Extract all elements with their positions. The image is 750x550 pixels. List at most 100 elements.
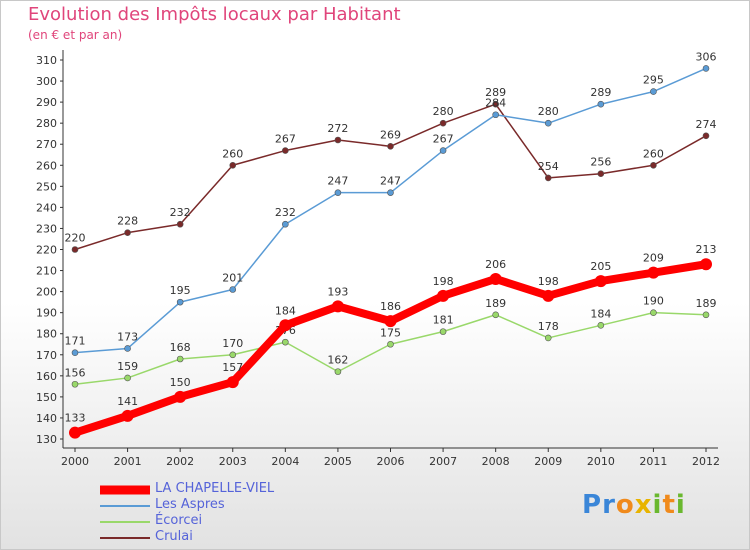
y-tick-label: 170 xyxy=(36,349,57,362)
data-label: 289 xyxy=(485,86,506,99)
data-point xyxy=(71,246,79,253)
data-point xyxy=(597,321,605,329)
y-tick-label: 290 xyxy=(36,96,57,109)
y-tick-label: 280 xyxy=(36,117,57,130)
y-tick-label: 230 xyxy=(36,222,57,235)
data-label: 228 xyxy=(117,215,138,228)
data-label: 260 xyxy=(222,147,243,160)
data-point xyxy=(594,275,607,288)
data-label: 184 xyxy=(275,304,296,317)
data-label: 280 xyxy=(433,105,454,118)
data-point xyxy=(282,220,289,228)
data-point xyxy=(121,409,134,422)
data-point xyxy=(597,100,605,108)
logo-letter: P xyxy=(582,490,603,520)
data-label: 267 xyxy=(433,133,454,146)
x-tick-label: 2000 xyxy=(61,455,89,468)
y-tick-label: 150 xyxy=(36,391,57,404)
data-point xyxy=(124,229,131,236)
data-point xyxy=(334,189,342,196)
data-label: 213 xyxy=(696,243,717,256)
data-point xyxy=(439,328,447,335)
data-label: 284 xyxy=(485,97,506,110)
legend-label: Crulai xyxy=(155,529,193,544)
data-label: 206 xyxy=(485,258,506,271)
data-point xyxy=(334,136,342,144)
data-label: 280 xyxy=(538,105,559,118)
legend-label: Écorcei xyxy=(155,513,203,528)
data-label: 232 xyxy=(170,206,191,219)
data-label: 254 xyxy=(538,160,559,173)
legend-label: LA CHAPELLE-VIEL xyxy=(155,481,275,496)
x-tick-label: 2007 xyxy=(429,455,457,468)
x-tick-label: 2010 xyxy=(587,455,615,468)
data-label: 159 xyxy=(117,360,138,373)
x-tick-label: 2002 xyxy=(166,455,194,468)
data-point xyxy=(176,355,184,363)
data-point xyxy=(702,132,710,140)
data-label: 220 xyxy=(65,232,86,245)
data-label: 170 xyxy=(222,337,243,350)
data-point xyxy=(176,220,184,228)
x-tick-label: 2009 xyxy=(534,455,562,468)
x-tick-label: 2005 xyxy=(324,455,352,468)
data-point xyxy=(387,189,394,196)
data-label: 150 xyxy=(170,376,191,389)
data-point xyxy=(229,286,237,293)
data-label: 168 xyxy=(170,341,191,354)
data-label: 195 xyxy=(170,284,191,297)
data-point xyxy=(331,300,344,313)
data-point xyxy=(71,380,79,388)
data-label: 184 xyxy=(590,307,611,320)
data-label: 181 xyxy=(433,314,454,327)
data-label: 178 xyxy=(538,320,559,333)
logo-letter: o xyxy=(615,490,635,520)
data-point xyxy=(650,88,657,95)
data-point xyxy=(229,161,237,169)
y-tick-label: 160 xyxy=(36,370,57,383)
y-tick-label: 260 xyxy=(36,159,57,172)
data-label: 156 xyxy=(65,366,86,379)
data-point xyxy=(334,368,342,375)
data-point xyxy=(439,119,447,127)
data-label: 295 xyxy=(643,74,664,87)
y-tick-label: 200 xyxy=(36,286,57,299)
data-point xyxy=(542,289,555,302)
data-point xyxy=(124,374,131,382)
data-label: 141 xyxy=(117,395,138,408)
data-label: 186 xyxy=(380,300,401,313)
data-label: 274 xyxy=(696,118,717,131)
data-label: 209 xyxy=(643,252,664,265)
logo-letter: t xyxy=(662,490,676,520)
data-label: 247 xyxy=(327,175,348,188)
y-tick-label: 180 xyxy=(36,328,57,341)
x-tick-label: 2008 xyxy=(482,455,510,468)
y-tick-label: 310 xyxy=(36,54,57,67)
chart-title: Evolution des Impôts locaux par Habitant xyxy=(28,4,401,25)
data-point xyxy=(69,426,81,439)
legend-swatch xyxy=(100,485,150,495)
data-point xyxy=(282,338,289,346)
data-label: 189 xyxy=(485,297,506,310)
data-point xyxy=(702,65,710,72)
data-point xyxy=(492,100,499,108)
data-label: 133 xyxy=(65,412,86,425)
data-point xyxy=(387,340,394,348)
data-label: 175 xyxy=(380,326,401,339)
x-tick-label: 2011 xyxy=(639,455,667,468)
y-tick-label: 140 xyxy=(36,412,57,425)
data-label: 272 xyxy=(327,122,348,135)
y-tick-label: 130 xyxy=(36,433,57,446)
legend-swatch xyxy=(100,505,150,507)
data-label: 157 xyxy=(222,361,243,374)
x-tick-label: 2006 xyxy=(377,455,405,468)
data-label: 193 xyxy=(327,285,348,298)
data-point xyxy=(489,272,502,285)
chart-subtitle: (en € et par an) xyxy=(28,28,123,42)
data-point xyxy=(597,170,605,177)
proxiti-logo: Proxiti xyxy=(582,490,686,520)
data-label: 260 xyxy=(643,147,664,160)
data-label: 190 xyxy=(643,295,664,308)
data-label: 171 xyxy=(65,335,86,348)
y-tick-label: 270 xyxy=(36,138,57,151)
